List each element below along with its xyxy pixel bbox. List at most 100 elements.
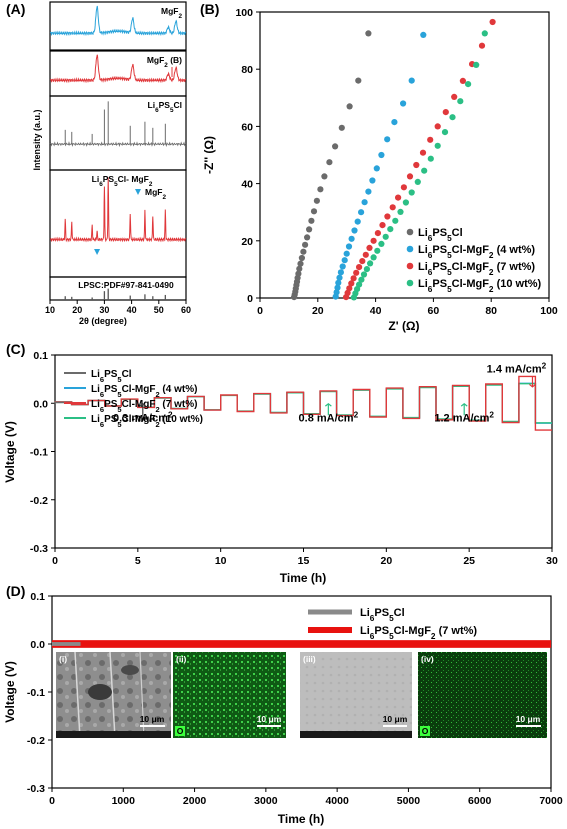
xrd-pattern <box>49 177 187 243</box>
panel-c-legend-label: Li6PS5Cl-MgF2 (7 wt%) <box>91 399 197 414</box>
nyquist-point <box>374 230 381 237</box>
panel-b-xtick-label: 40 <box>370 305 382 317</box>
panel-b-ytick-label: 60 <box>241 121 253 133</box>
nyquist-point <box>379 222 386 229</box>
panel-b-ytick-label: 40 <box>241 179 253 191</box>
panel-c-annotation-arrowhead <box>460 402 468 407</box>
panel-c-axes: 0 5 10 15 20 25 30 0.1 0.0 -0.1 -0.2 -0.3 <box>30 350 558 567</box>
panel-b-xtick-label: 20 <box>312 305 324 317</box>
nyquist-point <box>441 129 449 136</box>
panel-d-ytick-label: 0.1 <box>30 591 45 603</box>
nyquist-point <box>408 189 415 196</box>
panel-c: (C) 0 5 10 15 20 25 30 0.1 0.0 -0.1 -0.2 -0.3 Li6PS… <box>3 341 558 585</box>
cycling-curve <box>54 375 552 431</box>
panel-b-series <box>291 30 372 301</box>
panel-c-xtick-label: 0 <box>52 555 58 567</box>
panel-c-annotation-arrowhead <box>139 402 147 407</box>
panel-d-ylabel: Voltage (V) <box>3 661 17 723</box>
panel-a-marker-label: MgF2 <box>145 187 166 201</box>
nyquist-point <box>378 151 385 159</box>
nyquist-point <box>365 188 372 195</box>
panel-d-legend: Li6PS5Cl Li6PS5Cl-MgF2 (7 wt%) <box>308 607 477 641</box>
inset-sem-i: (i) 10 μm <box>56 651 171 739</box>
nyquist-point <box>397 208 404 215</box>
panel-c-ylabel: Voltage (V) <box>3 421 17 483</box>
nyquist-point <box>382 233 389 240</box>
nyquist-point <box>335 279 342 286</box>
nyquist-point <box>363 266 370 273</box>
nyquist-point <box>369 177 376 184</box>
nyquist-point <box>302 241 309 248</box>
nyquist-point <box>360 271 368 278</box>
panel-b-xtick-label: 0 <box>257 305 263 317</box>
nyquist-point <box>449 114 456 121</box>
nyquist-point <box>459 77 466 84</box>
panel-a-xlabel: 2θ (degree) <box>79 316 127 326</box>
panel-b-legend-label: Li6PS5Cl-MgF2 (10 wt%) <box>418 278 542 294</box>
nyquist-point <box>336 274 343 281</box>
panel-c-annotation-label: 0.8 mA/cm2 <box>299 410 359 425</box>
nyquist-point <box>489 18 496 26</box>
nyquist-point <box>478 42 486 49</box>
panel-d-xtick-label: 6000 <box>468 795 492 807</box>
panel-b-ytick-label: 100 <box>235 7 253 19</box>
nyquist-point <box>434 142 441 149</box>
panel-a-subplot-label: MgF2 <box>161 6 182 20</box>
panel-d-ytick-label: -0.2 <box>27 735 45 747</box>
panel-a-subplot-frame <box>49 276 187 301</box>
panel-b-legend-label: Li6PS5Cl-MgF2 (4 wt%) <box>418 244 535 260</box>
panel-c-legend-label: Li6PS5Cl-MgF2 (10 wt%) <box>91 414 203 429</box>
nyquist-point <box>473 61 480 68</box>
panel-d-xtick-label: 0 <box>49 795 55 807</box>
panel-c-annotation-arrowhead <box>529 383 536 388</box>
inset-label-iv: (iv) <box>421 654 434 664</box>
panel-b-points <box>291 18 496 301</box>
panel-d-ytick-label: 0.0 <box>30 639 45 651</box>
inset-label-i: (i) <box>59 654 67 664</box>
nyquist-point <box>326 159 333 166</box>
panel-a-label: (A) <box>6 1 25 17</box>
panel-d-axes: 0 1000 2000 3000 4000 5000 6000 7000 0.1 0.0 -0.1 -… <box>27 591 563 807</box>
nyquist-point <box>402 199 409 206</box>
panel-a-xtick-label: 30 <box>99 305 109 315</box>
nyquist-point <box>408 77 415 84</box>
panel-a-xtick-label: 20 <box>72 305 82 315</box>
panel-c-label: (C) <box>6 341 25 357</box>
inset-eds-ii: (ii) O 10 μm <box>173 652 286 738</box>
panel-c-legend-label: Li6PS5Cl <box>91 369 132 384</box>
nyquist-point <box>296 265 303 272</box>
nyquist-point <box>354 218 361 225</box>
panel-c-ytick-label: 0.0 <box>33 398 48 410</box>
scalebar-ii: 10 μm <box>257 714 282 724</box>
nyquist-point <box>350 275 357 282</box>
panel-c-ytick-label: -0.2 <box>30 495 48 507</box>
panel-d-legend-label: Li6PS5Cl <box>360 607 405 623</box>
nyquist-point <box>451 93 458 100</box>
inset-eds-ii-image <box>173 652 286 738</box>
nyquist-point <box>355 77 362 84</box>
panel-d-xlabel: Time (h) <box>278 812 324 826</box>
panel-d: (D) 0 1000 2000 3000 4000 5000 6000 7000 0.1 0.0 -… <box>3 583 563 826</box>
nyquist-point <box>427 155 434 162</box>
panel-c-ytick-label: -0.1 <box>30 447 48 459</box>
panel-a-xtick-label: 40 <box>127 305 137 315</box>
inset-label-iii: (iii) <box>303 654 316 664</box>
panel-d-lines <box>52 640 551 648</box>
panel-d-xtick-label: 7000 <box>539 795 563 807</box>
nyquist-point <box>373 165 380 172</box>
nyquist-point <box>297 260 304 267</box>
panel-c-legend-label: Li6PS5Cl-MgF2 (4 wt%) <box>91 384 197 399</box>
nyquist-point <box>306 226 313 233</box>
nyquist-point <box>413 161 420 169</box>
nyquist-point <box>395 194 402 201</box>
panel-c-annotation-label: 1.2 mA/cm2 <box>434 410 494 425</box>
nyquist-point <box>378 240 385 247</box>
xrd-pattern <box>49 54 187 84</box>
panel-b-legend-marker <box>406 279 414 287</box>
scalebar-iii: 10 μm <box>383 714 408 724</box>
panel-b-ytick-label: 80 <box>241 64 253 76</box>
panel-a-subplot-label: Li6PS5Cl <box>148 100 183 114</box>
panel-d-label: (D) <box>6 583 25 599</box>
